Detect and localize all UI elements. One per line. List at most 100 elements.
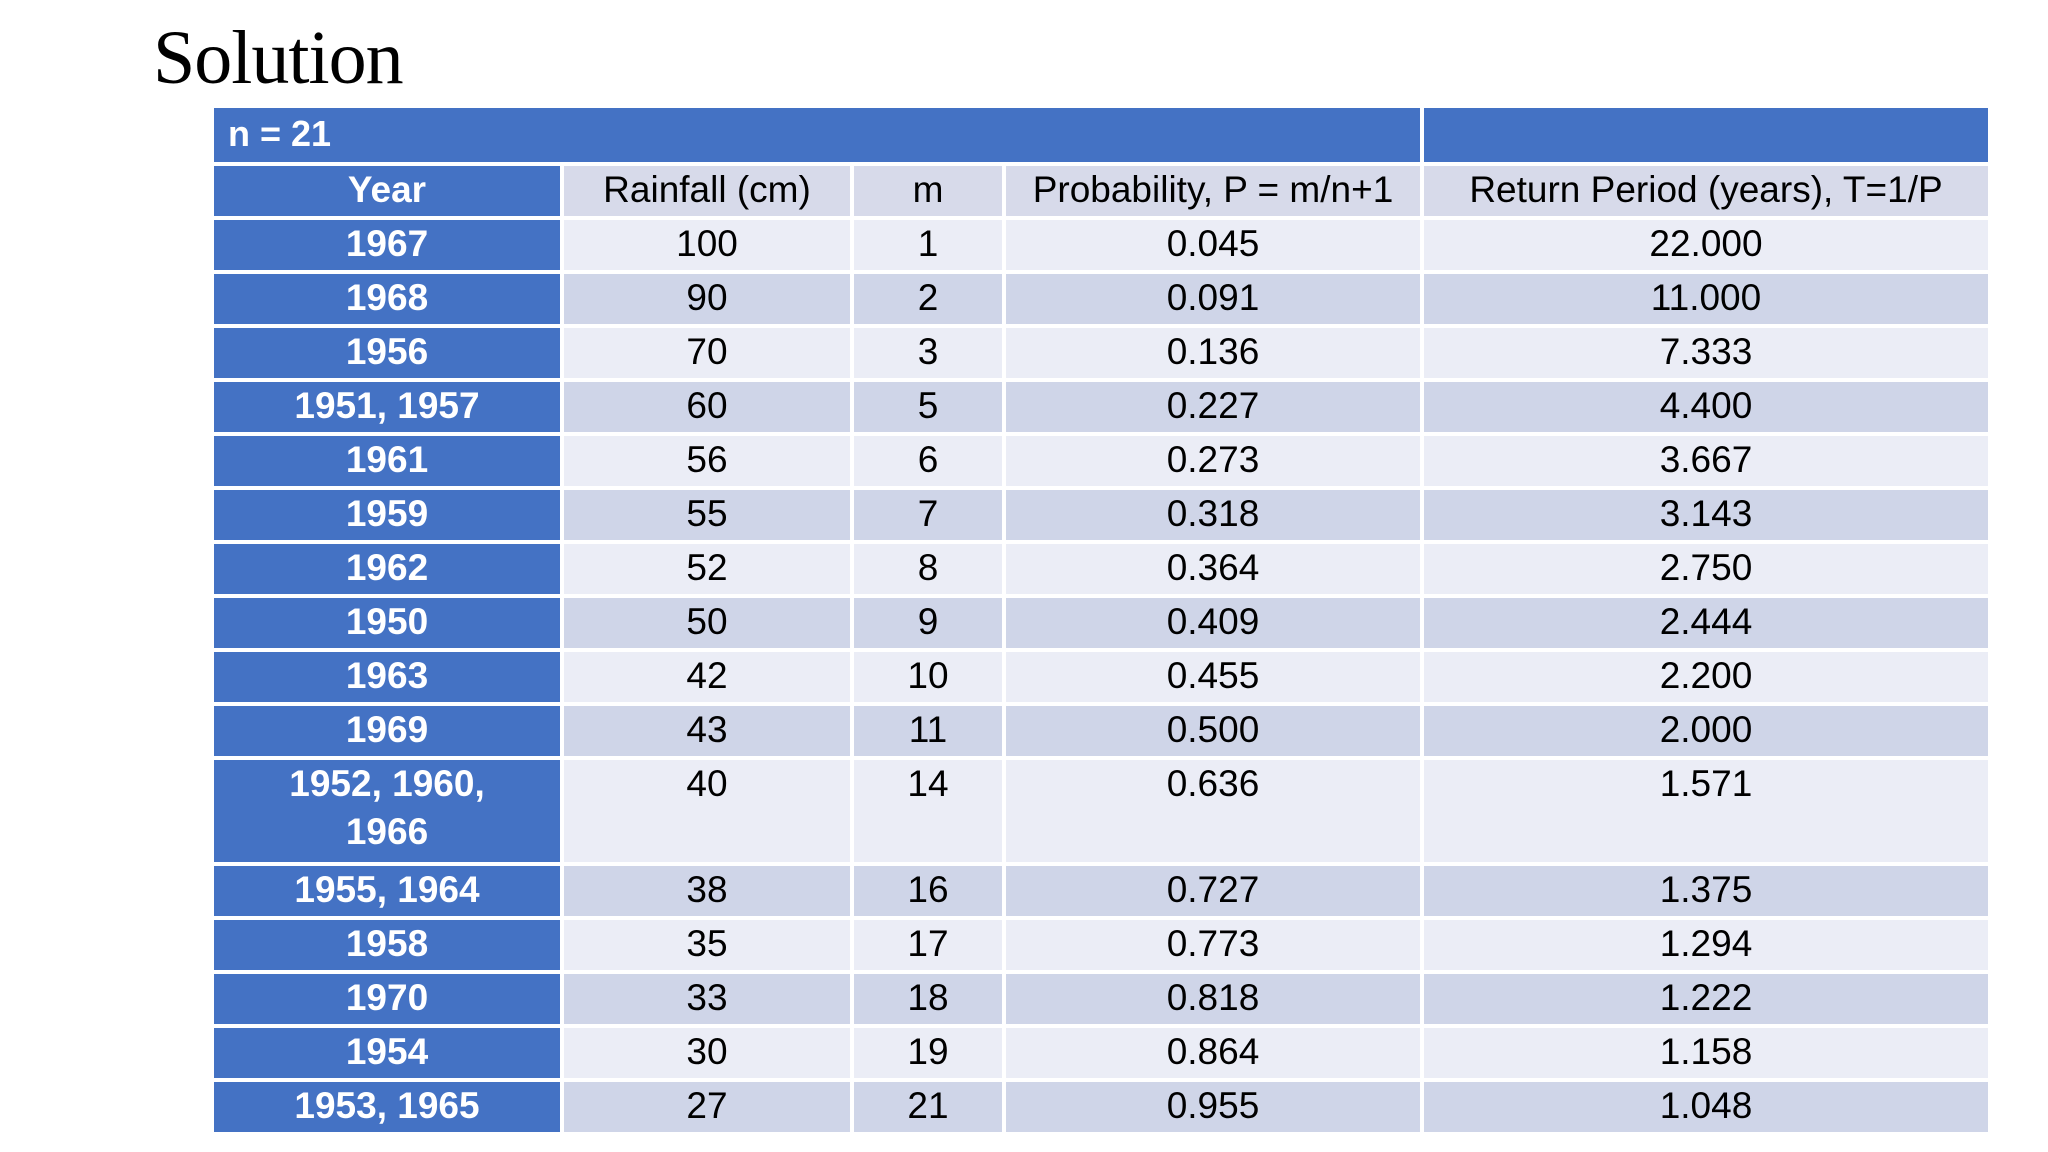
probability-cell: 0.227 — [1002, 378, 1424, 436]
rainfall-cell: 100 — [560, 216, 854, 274]
year-cell: 1950 — [210, 594, 564, 652]
m-cell: 19 — [850, 1024, 1006, 1082]
table-row: 1952, 1960, 1966 40 14 0.636 1.571 — [210, 756, 1992, 866]
return-period-cell: 1.375 — [1420, 862, 1992, 920]
col-header-probability: Probability, P = m/n+1 — [1002, 162, 1424, 220]
year-cell: 1955, 1964 — [210, 862, 564, 920]
year-cell: 1959 — [210, 486, 564, 544]
probability-cell: 0.818 — [1002, 970, 1424, 1028]
return-period-cell: 1.222 — [1420, 970, 1992, 1028]
table-row: 1950 50 9 0.409 2.444 — [210, 594, 1992, 652]
table-row: 1970 33 18 0.818 1.222 — [210, 970, 1992, 1028]
table-row: 1962 52 8 0.364 2.750 — [210, 540, 1992, 598]
rainfall-cell: 70 — [560, 324, 854, 382]
rainfall-cell: 33 — [560, 970, 854, 1028]
col-header-year: Year — [210, 162, 564, 220]
return-period-cell: 3.143 — [1420, 486, 1992, 544]
return-period-cell: 3.667 — [1420, 432, 1992, 490]
m-cell: 16 — [850, 862, 1006, 920]
probability-cell: 0.500 — [1002, 702, 1424, 760]
probability-cell: 0.409 — [1002, 594, 1424, 652]
table-row: 1958 35 17 0.773 1.294 — [210, 916, 1992, 974]
year-cell: 1951, 1957 — [210, 378, 564, 436]
probability-cell: 0.364 — [1002, 540, 1424, 598]
rainfall-cell: 56 — [560, 432, 854, 490]
rainfall-cell: 38 — [560, 862, 854, 920]
year-cell: 1967 — [210, 216, 564, 274]
probability-cell: 0.136 — [1002, 324, 1424, 382]
probability-cell: 0.773 — [1002, 916, 1424, 974]
header-row: Year Rainfall (cm) m Probability, P = m/… — [210, 162, 1992, 220]
year-cell: 1961 — [210, 432, 564, 490]
probability-cell: 0.273 — [1002, 432, 1424, 490]
rainfall-cell: 42 — [560, 648, 854, 706]
table-row: 1954 30 19 0.864 1.158 — [210, 1024, 1992, 1082]
year-cell: 1963 — [210, 648, 564, 706]
m-cell: 2 — [850, 270, 1006, 328]
n-row-empty-cell — [1420, 104, 1992, 166]
m-cell: 11 — [850, 702, 1006, 760]
rainfall-cell: 40 — [560, 756, 854, 866]
return-period-cell: 4.400 — [1420, 378, 1992, 436]
table-row: 1959 55 7 0.318 3.143 — [210, 486, 1992, 544]
rainfall-cell: 43 — [560, 702, 854, 760]
return-period-cell: 2.000 — [1420, 702, 1992, 760]
probability-cell: 0.045 — [1002, 216, 1424, 274]
return-period-cell: 1.158 — [1420, 1024, 1992, 1082]
table-row: 1961 56 6 0.273 3.667 — [210, 432, 1992, 490]
m-cell: 18 — [850, 970, 1006, 1028]
probability-cell: 0.727 — [1002, 862, 1424, 920]
m-cell: 6 — [850, 432, 1006, 490]
probability-cell: 0.455 — [1002, 648, 1424, 706]
rainfall-cell: 50 — [560, 594, 854, 652]
probability-cell: 0.318 — [1002, 486, 1424, 544]
rainfall-cell: 27 — [560, 1078, 854, 1136]
rainfall-cell: 60 — [560, 378, 854, 436]
rainfall-cell: 52 — [560, 540, 854, 598]
table-row: 1969 43 11 0.500 2.000 — [210, 702, 1992, 760]
return-period-cell: 11.000 — [1420, 270, 1992, 328]
m-cell: 3 — [850, 324, 1006, 382]
page-title: Solution — [153, 16, 404, 100]
return-period-cell: 1.048 — [1420, 1078, 1992, 1136]
col-header-m: m — [850, 162, 1006, 220]
m-cell: 7 — [850, 486, 1006, 544]
table-row: 1951, 1957 60 5 0.227 4.400 — [210, 378, 1992, 436]
rainfall-cell: 30 — [560, 1024, 854, 1082]
n-value-row: n = 21 — [210, 104, 1992, 166]
m-cell: 1 — [850, 216, 1006, 274]
m-cell: 21 — [850, 1078, 1006, 1136]
table-row: 1956 70 3 0.136 7.333 — [210, 324, 1992, 382]
return-period-cell: 2.200 — [1420, 648, 1992, 706]
probability-cell: 0.636 — [1002, 756, 1424, 866]
probability-cell: 0.955 — [1002, 1078, 1424, 1136]
return-period-cell: 1.294 — [1420, 916, 1992, 974]
table-row: 1963 42 10 0.455 2.200 — [210, 648, 1992, 706]
m-cell: 10 — [850, 648, 1006, 706]
year-cell: 1962 — [210, 540, 564, 598]
m-cell: 17 — [850, 916, 1006, 974]
col-header-rainfall: Rainfall (cm) — [560, 162, 854, 220]
year-cell: 1956 — [210, 324, 564, 382]
rainfall-cell: 55 — [560, 486, 854, 544]
col-header-return-period: Return Period (years), T=1/P — [1420, 162, 1992, 220]
probability-cell: 0.091 — [1002, 270, 1424, 328]
table-row: 1967 100 1 0.045 22.000 — [210, 216, 1992, 274]
table-row: 1953, 1965 27 21 0.955 1.048 — [210, 1078, 1992, 1136]
m-cell: 9 — [850, 594, 1006, 652]
return-period-cell: 7.333 — [1420, 324, 1992, 382]
year-cell: 1953, 1965 — [210, 1078, 564, 1136]
probability-cell: 0.864 — [1002, 1024, 1424, 1082]
return-period-cell: 2.750 — [1420, 540, 1992, 598]
m-cell: 8 — [850, 540, 1006, 598]
year-cell: 1970 — [210, 970, 564, 1028]
year-cell: 1969 — [210, 702, 564, 760]
rainfall-cell: 90 — [560, 270, 854, 328]
m-cell: 5 — [850, 378, 1006, 436]
return-period-cell: 1.571 — [1420, 756, 1992, 866]
n-value-cell: n = 21 — [210, 104, 1424, 166]
year-cell: 1968 — [210, 270, 564, 328]
return-period-cell: 22.000 — [1420, 216, 1992, 274]
table-row: 1955, 1964 38 16 0.727 1.375 — [210, 862, 1992, 920]
